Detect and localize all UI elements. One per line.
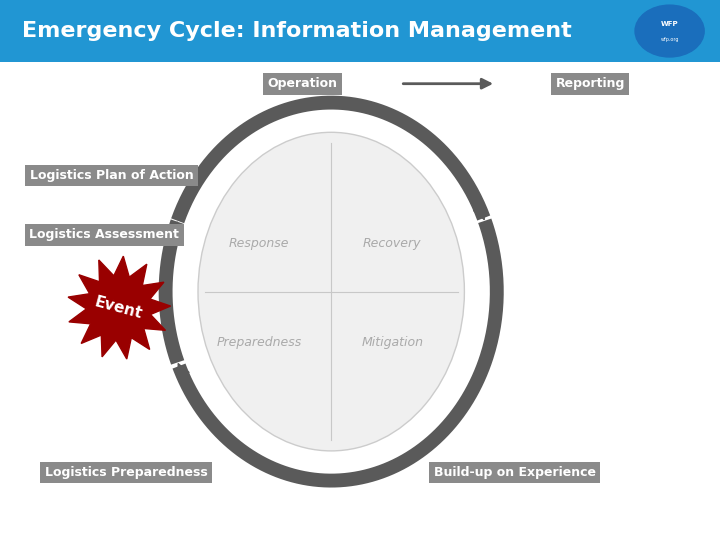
Text: Logistics Preparedness: Logistics Preparedness	[45, 466, 207, 479]
Text: Event: Event	[93, 294, 145, 321]
Ellipse shape	[198, 132, 464, 451]
Text: Operation: Operation	[267, 77, 338, 90]
Text: Response: Response	[229, 237, 289, 249]
Text: Preparedness: Preparedness	[217, 336, 302, 349]
Text: wfp.org: wfp.org	[660, 37, 679, 42]
Text: Emergency Cycle: Information Management: Emergency Cycle: Information Management	[22, 21, 572, 41]
Text: WFP: WFP	[661, 21, 678, 27]
Text: Build-up on Experience: Build-up on Experience	[433, 466, 596, 479]
Polygon shape	[68, 256, 171, 359]
Text: Mitigation: Mitigation	[361, 336, 423, 349]
Text: Logistics Plan of Action: Logistics Plan of Action	[30, 169, 194, 182]
Text: Recovery: Recovery	[363, 237, 422, 249]
Text: Reporting: Reporting	[556, 77, 625, 90]
Circle shape	[635, 5, 704, 57]
Text: Logistics Assessment: Logistics Assessment	[30, 228, 179, 241]
FancyBboxPatch shape	[0, 0, 720, 62]
